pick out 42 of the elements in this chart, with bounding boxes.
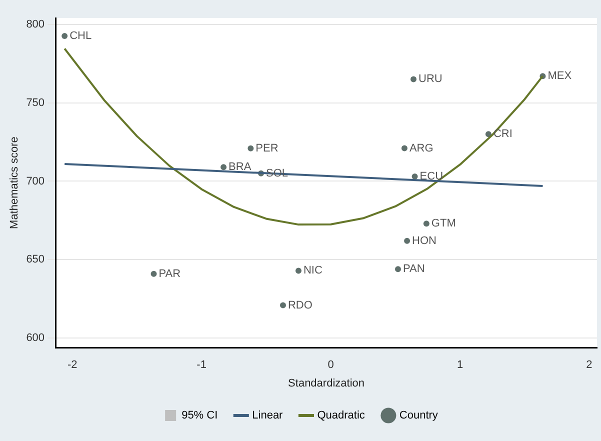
annotation: NIC: [303, 264, 322, 277]
point: [394, 266, 401, 272]
point: [412, 174, 418, 180]
point: [62, 33, 68, 40]
x-axis-title: Standardization: [288, 377, 365, 390]
annotation: ARG: [409, 142, 434, 154]
point: [485, 131, 492, 138]
y-tick-label: 650: [26, 254, 45, 266]
point: [401, 145, 408, 152]
annotation: CHL: [70, 30, 92, 42]
point: [150, 270, 157, 277]
point: [248, 145, 254, 152]
annotation: HON: [412, 234, 437, 247]
annotation: PAN: [402, 263, 425, 276]
y-tick-label: 750: [26, 96, 45, 109]
point: [404, 238, 410, 244]
legend-label: Country: [399, 410, 438, 422]
legend-label: Linear: [252, 410, 284, 422]
y-tick-label: 800: [26, 18, 45, 30]
annotation: BRA: [228, 161, 252, 174]
annotation: RDO: [288, 299, 313, 312]
point: [423, 220, 430, 227]
annotation: CRI: [493, 128, 512, 140]
point: [410, 76, 417, 82]
x-tick-label: 0: [328, 359, 334, 372]
legend-label: Quadratic: [317, 410, 366, 422]
x-tick-label: 2: [586, 359, 592, 372]
point: [220, 164, 227, 170]
x-tick-label: 1: [456, 359, 464, 372]
annotation: PAR: [158, 268, 181, 280]
x-tick-label: -1: [196, 359, 206, 372]
legend-label: 95% CI: [182, 410, 218, 422]
y-tick-label: 600: [26, 332, 45, 344]
annotation: MEX: [548, 70, 572, 82]
point: [295, 268, 302, 274]
annotation: PER: [256, 142, 278, 154]
y-tick-label: 700: [26, 175, 45, 188]
y-axis-title: Mathematics score: [8, 136, 21, 229]
annotation: GTM: [431, 218, 456, 230]
point: [280, 302, 286, 308]
annotation: URU: [418, 73, 442, 86]
x-tick-label: -2: [67, 359, 78, 372]
